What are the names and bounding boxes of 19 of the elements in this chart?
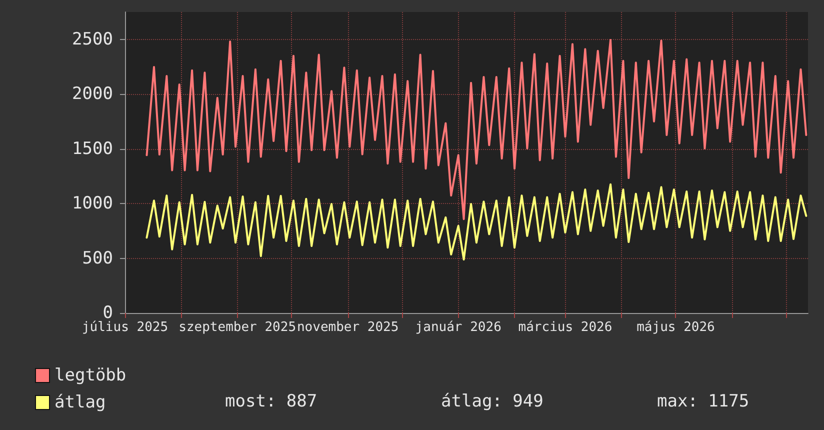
text: most: 887 [225, 392, 318, 412]
line-series [146, 183, 808, 260]
text: max: 1175 [657, 392, 750, 412]
x-tick-label: november 2025 [296, 320, 399, 335]
legend-label: legtöbb [54, 366, 126, 386]
text: átlag: 949 [441, 392, 544, 412]
x-tick-label: január 2026 [415, 320, 502, 335]
x-tick-label: március 2026 [518, 320, 612, 335]
x-tick-label: május 2026 [636, 320, 715, 335]
x-tick-label: szeptember 2025 [178, 320, 296, 335]
y-tick-label: 500 [82, 248, 113, 268]
x-tick-label: július 2025 [82, 320, 168, 335]
y-tick-label: 0 [102, 303, 113, 323]
y-tick-label: 1000 [72, 194, 113, 214]
legend-label: átlag [54, 392, 106, 412]
y-tick-label: 2000 [72, 84, 113, 104]
y-tick-label: 1500 [72, 138, 113, 159]
line-series [146, 39, 808, 220]
y-tick-label: 2500 [72, 29, 113, 50]
